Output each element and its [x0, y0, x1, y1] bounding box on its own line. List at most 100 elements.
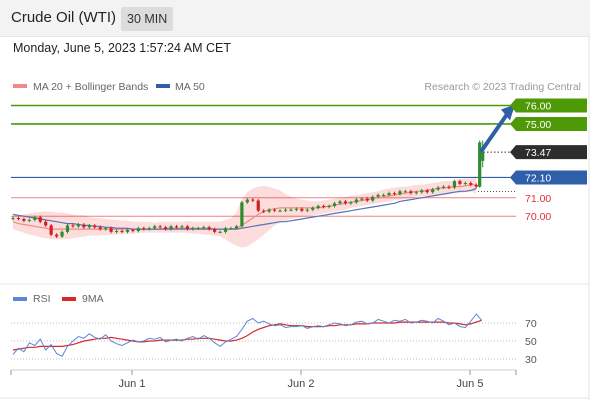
candle — [262, 210, 266, 212]
current-price-label: 73.47 — [525, 147, 551, 159]
candle — [392, 193, 397, 195]
candle — [441, 186, 446, 188]
candle — [463, 182, 467, 184]
chart-header: Crude Oil (WTI) 30 MIN — [0, 0, 590, 37]
level-label-70.00: 70.00 — [525, 211, 551, 223]
watermark: Research © 2023 Trading Central — [424, 81, 581, 93]
candle — [240, 202, 244, 227]
candle — [98, 227, 102, 230]
candle — [169, 226, 173, 230]
candle — [191, 228, 195, 230]
spike-candle — [478, 142, 482, 187]
candle — [234, 226, 239, 229]
level-lines-layer — [11, 104, 516, 217]
rsi-legend: RSI 9MA — [13, 293, 104, 305]
red-line-icon — [62, 297, 76, 301]
last-candle — [481, 152, 485, 161]
candle — [436, 187, 440, 190]
rsi-line — [12, 313, 483, 357]
candle — [60, 231, 64, 237]
timeframe-badge[interactable]: 30 MIN — [121, 7, 174, 31]
x-axis-layer: Jun 1 Jun 2 Jun 5 — [10, 370, 517, 390]
level-label-72.10-bg — [510, 170, 587, 185]
current-price-label-bg — [510, 145, 587, 160]
rsi-9ma-line — [12, 319, 482, 351]
candle — [311, 207, 315, 210]
candle — [185, 226, 189, 230]
candle — [87, 225, 91, 228]
legend-ma20-label: MA 20 + Bollinger Bands — [33, 81, 148, 93]
candle — [365, 198, 369, 201]
candles-layer — [11, 140, 485, 238]
level-label-75.00-bg — [510, 116, 587, 131]
candle — [332, 203, 337, 207]
candle — [147, 228, 151, 230]
candle — [131, 230, 135, 232]
candle — [76, 224, 80, 227]
candle — [153, 226, 157, 229]
candle — [136, 228, 140, 231]
level-label-71.00: 71.00 — [525, 193, 551, 205]
candle — [349, 202, 353, 204]
candle — [44, 221, 48, 226]
candle — [447, 186, 451, 188]
candle — [65, 225, 70, 232]
candle — [245, 199, 249, 203]
level-label-76.00: 76.00 — [525, 101, 551, 113]
level-label-75.00: 75.00 — [525, 119, 551, 131]
candle — [360, 198, 364, 200]
legend-ma50-label: MA 50 — [175, 81, 205, 93]
x-tick-label: Jun 1 — [119, 378, 146, 390]
candle — [158, 226, 162, 228]
candle — [142, 228, 146, 230]
candle — [403, 191, 407, 193]
target-arrow-head — [501, 104, 515, 121]
pink-line-icon — [13, 84, 27, 88]
candle — [294, 208, 298, 210]
candle — [256, 200, 260, 211]
candle — [22, 218, 26, 221]
candle — [71, 225, 75, 227]
candle — [267, 209, 271, 212]
candle — [322, 206, 326, 208]
candle — [207, 227, 211, 230]
blue-line-icon — [156, 84, 170, 88]
candle — [223, 228, 228, 232]
rsi-layer: 70 50 30 — [11, 313, 537, 366]
candle — [289, 209, 293, 211]
candle — [218, 231, 222, 233]
bollinger-band-layer — [13, 175, 477, 248]
candle — [431, 189, 435, 193]
candle — [278, 210, 282, 212]
candle — [338, 201, 342, 204]
blue-line-icon — [13, 297, 27, 301]
candle — [458, 181, 462, 184]
candle — [120, 230, 124, 232]
candle — [174, 226, 179, 228]
legend-9ma-label: 9MA — [82, 293, 104, 305]
candle — [11, 218, 15, 220]
candle — [202, 227, 206, 229]
candle — [33, 217, 37, 220]
legend-rsi-label: RSI — [33, 293, 51, 305]
candle — [371, 196, 375, 201]
candle — [327, 206, 331, 208]
candle — [273, 209, 277, 211]
candle — [425, 190, 429, 193]
candle — [354, 199, 358, 203]
candle — [93, 225, 97, 228]
rsi-tick-label: 30 — [525, 354, 537, 366]
x-tick-label: Jun 5 — [457, 378, 484, 390]
candle — [452, 181, 457, 188]
candle — [414, 192, 418, 194]
target-arrow-shaft — [480, 109, 511, 153]
candle — [398, 191, 402, 195]
rsi-tick-label: 50 — [525, 336, 537, 348]
target-arrow-layer — [480, 104, 515, 153]
main-legend: MA 20 + Bollinger Bands MA 50 Research ©… — [13, 81, 581, 93]
candle — [114, 230, 119, 232]
candle — [125, 230, 130, 232]
candle — [251, 199, 255, 201]
candle — [164, 227, 168, 230]
bollinger-band-area — [13, 175, 477, 248]
